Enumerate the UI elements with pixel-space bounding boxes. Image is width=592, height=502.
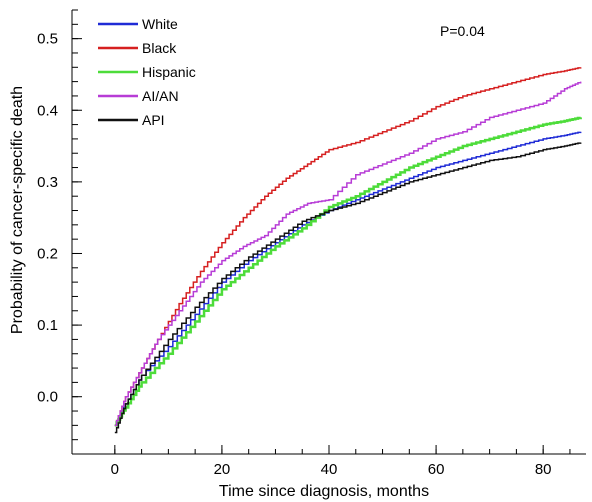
y-tick-label: 0.0 — [37, 389, 58, 406]
series-line-ai-an — [114, 81, 582, 427]
x-tick-label: 80 — [535, 461, 552, 478]
y-tick-label: 0.3 — [37, 174, 58, 191]
axes: 0.0 0.1 0.2 0.3 0.4 0.5 0 20 40 60 80 — [37, 9, 586, 478]
x-tick-label: 0 — [111, 461, 119, 478]
x-tick-label: 40 — [321, 461, 338, 478]
legend: White Black Hispanic AI/AN API — [98, 16, 196, 128]
legend-label-black: Black — [142, 40, 177, 56]
legend-label-api: API — [142, 112, 165, 128]
series-line-black — [114, 67, 582, 427]
p-value-annotation: P=0.04 — [440, 23, 485, 39]
y-tick-label: 0.2 — [37, 245, 58, 262]
x-axis-title: Time since diagnosis, months — [219, 483, 429, 500]
x-tick-label: 60 — [428, 461, 445, 478]
y-axis-title: Probability of cancer-specific death — [9, 86, 26, 334]
y-tick-label: 0.5 — [37, 31, 58, 48]
legend-label-hispanic: Hispanic — [142, 64, 196, 80]
x-tick-label: 20 — [214, 461, 231, 478]
series-line-api — [114, 142, 582, 434]
series-lines — [114, 67, 582, 434]
series-line-hispanic — [114, 116, 582, 427]
legend-label-white: White — [142, 16, 178, 32]
series-line-white — [114, 131, 582, 427]
y-tick-label: 0.1 — [37, 317, 58, 334]
legend-label-ai-an: AI/AN — [142, 88, 179, 104]
y-tick-label: 0.4 — [37, 102, 58, 119]
